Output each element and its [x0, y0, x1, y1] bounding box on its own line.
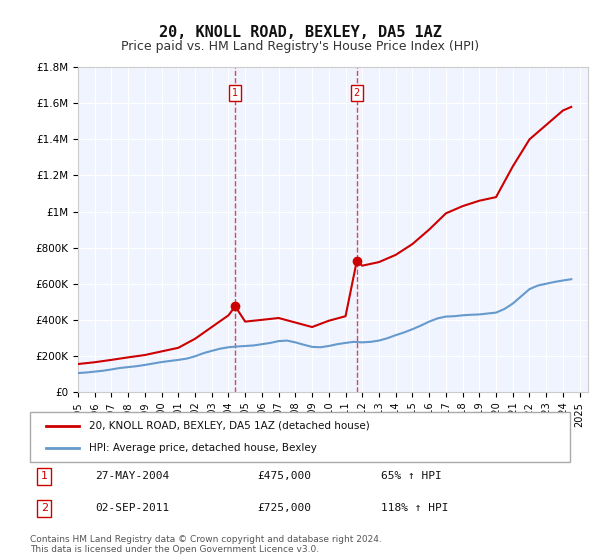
Text: 20, KNOLL ROAD, BEXLEY, DA5 1AZ: 20, KNOLL ROAD, BEXLEY, DA5 1AZ — [158, 25, 442, 40]
Text: 2: 2 — [41, 503, 48, 514]
Text: £725,000: £725,000 — [257, 503, 311, 514]
Text: Price paid vs. HM Land Registry's House Price Index (HPI): Price paid vs. HM Land Registry's House … — [121, 40, 479, 53]
Text: Contains HM Land Registry data © Crown copyright and database right 2024.
This d: Contains HM Land Registry data © Crown c… — [30, 535, 382, 554]
Text: 27-MAY-2004: 27-MAY-2004 — [95, 471, 169, 481]
Text: 02-SEP-2011: 02-SEP-2011 — [95, 503, 169, 514]
FancyBboxPatch shape — [30, 412, 570, 462]
Text: 20, KNOLL ROAD, BEXLEY, DA5 1AZ (detached house): 20, KNOLL ROAD, BEXLEY, DA5 1AZ (detache… — [89, 421, 370, 431]
Text: £475,000: £475,000 — [257, 471, 311, 481]
Text: HPI: Average price, detached house, Bexley: HPI: Average price, detached house, Bexl… — [89, 443, 317, 453]
Text: 65% ↑ HPI: 65% ↑ HPI — [381, 471, 442, 481]
Text: 118% ↑ HPI: 118% ↑ HPI — [381, 503, 449, 514]
Text: 1: 1 — [41, 471, 48, 481]
Text: 2: 2 — [353, 88, 360, 98]
Text: 1: 1 — [232, 88, 238, 98]
